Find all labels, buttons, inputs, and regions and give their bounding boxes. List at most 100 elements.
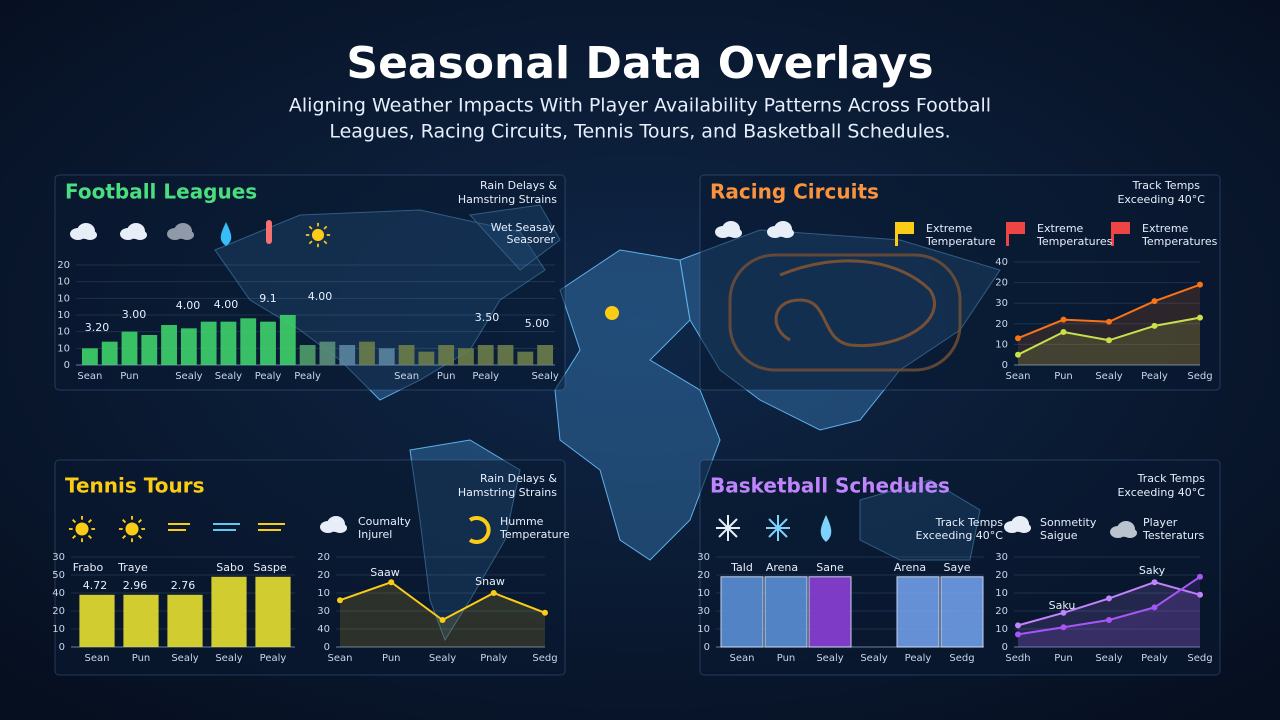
annotation: Exceeding 40°C	[1117, 486, 1205, 499]
y-tick-label: 10	[697, 588, 710, 599]
annotation: Wet Seasay	[491, 221, 556, 234]
bar	[161, 325, 177, 365]
y-tick-label: 40	[317, 624, 330, 635]
annotation: 3.20	[85, 321, 110, 334]
x-tick-label: Pun	[437, 371, 456, 382]
annotation: Frabo	[73, 561, 104, 574]
x-tick-label: Pun	[382, 653, 401, 664]
annotation: Temperatures	[1141, 235, 1218, 248]
x-tick-label: Sedh	[1005, 653, 1030, 664]
bar	[79, 594, 115, 647]
y-tick-label: 30	[317, 606, 330, 617]
x-tick-label: Sean	[77, 371, 102, 382]
annotation: Saye	[943, 561, 970, 574]
bar	[418, 351, 435, 365]
point	[490, 590, 497, 596]
x-tick-label: Sean	[730, 653, 755, 664]
annotation: Arena	[766, 561, 798, 574]
x-tick-label: Sealy	[171, 653, 198, 664]
x-tick-label: Pealy	[1141, 371, 1168, 382]
point	[1197, 573, 1203, 580]
bar	[517, 351, 534, 365]
annotation: Injurel	[358, 528, 392, 541]
point	[1015, 335, 1021, 342]
annotation: 4.72	[83, 579, 108, 592]
x-tick-label: Pun	[120, 371, 139, 382]
x-tick-label: Sean	[1006, 371, 1031, 382]
weather-icons	[68, 220, 1137, 544]
point	[1106, 617, 1112, 623]
y-tick-label: 0	[1002, 642, 1008, 653]
annotation: 4.00	[308, 290, 333, 303]
annotation: Hamstring Strains	[458, 193, 557, 206]
annotation: Snaw	[475, 575, 505, 588]
bar	[764, 576, 808, 648]
annotation: Sabo	[216, 561, 244, 574]
x-tick-label: Pun	[1054, 371, 1073, 382]
bar	[398, 345, 415, 365]
annotation: 5.00	[525, 317, 550, 330]
annotation: Testeraturs	[1142, 529, 1204, 542]
x-tick-label: Pun	[132, 653, 151, 664]
y-tick-label: 0	[1002, 360, 1008, 371]
point	[439, 617, 446, 623]
point	[542, 609, 548, 616]
bar	[497, 345, 514, 365]
x-tick-label: Sealy	[429, 653, 456, 664]
y-tick-label: 20	[317, 552, 330, 563]
bar	[319, 341, 336, 365]
annotation: 2.76	[171, 579, 196, 592]
x-tick-label: Sedg	[949, 653, 974, 664]
annotation: 9.1	[259, 292, 277, 305]
y-tick-label: 20	[317, 570, 330, 581]
point	[1106, 595, 1112, 602]
x-tick-label: Sealy	[215, 653, 242, 664]
x-tick-label: Sealy	[215, 371, 242, 382]
annotation: Arena	[894, 561, 926, 574]
x-tick-label: Pealy	[260, 653, 287, 664]
point	[1151, 604, 1158, 611]
point	[1197, 281, 1203, 288]
x-tick-label: Sedg	[1187, 653, 1212, 664]
y-tick-label: 30	[995, 298, 1008, 309]
point	[1197, 314, 1203, 321]
bar	[211, 576, 247, 647]
bar	[180, 328, 197, 365]
annotation: Temperatures	[1036, 235, 1113, 248]
bar	[378, 348, 395, 365]
subtitle: Leagues, Racing Circuits, Tennis Tours, …	[329, 121, 950, 143]
y-tick-label: 20	[52, 606, 65, 617]
x-tick-label: Sealy	[860, 653, 887, 664]
point	[1151, 579, 1158, 586]
x-tick-label: Pun	[1054, 653, 1073, 664]
x-tick-label: Sealy	[816, 653, 843, 664]
x-tick-label: Sean	[328, 653, 353, 664]
annotation: Coumalty	[358, 515, 411, 528]
y-tick-label: 10	[57, 277, 70, 288]
y-tick-label: 10	[995, 339, 1008, 350]
annotation: Extreme	[926, 222, 973, 235]
y-tick-label: 30	[52, 552, 65, 563]
bar	[81, 348, 98, 365]
annotation: 3.50	[475, 311, 500, 324]
y-tick-label: 40	[52, 588, 65, 599]
annotation: 3.00	[122, 308, 147, 321]
bar	[940, 576, 984, 648]
panel-title: Football Leagues	[65, 180, 257, 204]
y-tick-label: 10	[57, 310, 70, 321]
annotation: Exceeding 40°C	[1117, 193, 1205, 206]
annotation: 4.00	[214, 298, 239, 311]
annotation: Rain Delays &	[480, 472, 557, 485]
y-tick-label: 0	[64, 360, 70, 371]
bar	[477, 345, 494, 365]
annotation: Traye	[117, 561, 148, 574]
y-tick-label: 50	[52, 570, 65, 581]
bar	[260, 321, 276, 365]
annotation: Track Temps	[935, 516, 1004, 529]
annotation: Temperature	[499, 528, 570, 541]
bar	[141, 335, 158, 365]
annotation: Saku	[1049, 599, 1076, 612]
y-tick-label: 10	[995, 588, 1008, 599]
point	[1015, 351, 1021, 358]
